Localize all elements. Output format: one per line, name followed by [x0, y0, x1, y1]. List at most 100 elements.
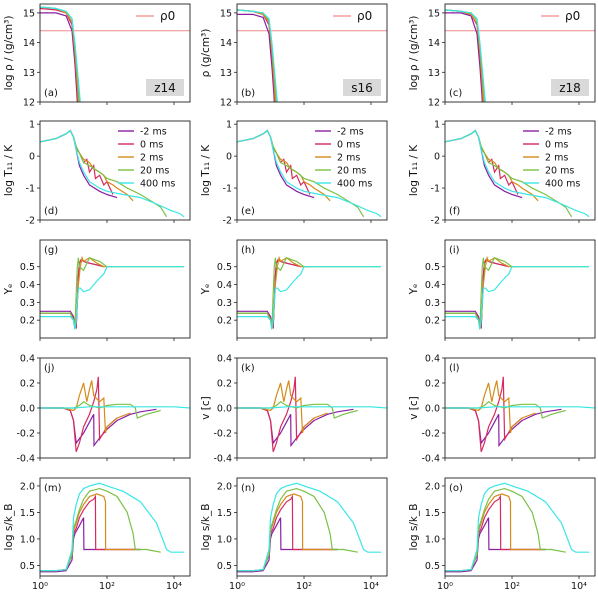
y-axis-label: log T₁₁ / K — [200, 144, 212, 196]
x-tick-label: 10⁰ — [437, 581, 453, 592]
y-tick-label: -2 — [223, 216, 232, 227]
series-line-2 — [237, 380, 328, 434]
model-badge-label: z18 — [559, 81, 581, 95]
y-tick-label: -0.2 — [421, 429, 440, 440]
y-tick-label: 0.4 — [217, 280, 232, 291]
y-tick-label: 1.5 — [20, 508, 35, 519]
y-tick-label: -2 — [431, 216, 440, 227]
y-tick-label: 14 — [428, 38, 440, 49]
series-group — [40, 255, 185, 330]
y-tick-label: 13 — [220, 68, 232, 79]
y-tick-label: 0.5 — [425, 561, 440, 572]
panel-letter: (n) — [241, 483, 255, 494]
panel-letter: (j) — [44, 363, 55, 374]
y-tick-label: 0.5 — [217, 561, 232, 572]
series-line-0 — [40, 129, 118, 199]
panel-density-z14: 12 13 14 15 log ρ / (g/cm³) (a) ρ0 z14 — [3, 3, 191, 109]
y-tick-label: 0 — [434, 152, 440, 163]
y-tick-label: 13 — [23, 68, 35, 79]
series-group — [237, 482, 382, 573]
series-line-0 — [237, 407, 354, 448]
series-line-4 — [445, 406, 595, 409]
series-line-3 — [40, 487, 161, 572]
series-line-4 — [237, 129, 382, 218]
series-line-0 — [40, 517, 141, 573]
panel-letter: (o) — [449, 483, 463, 494]
x-tick-label: 10⁴ — [363, 581, 379, 592]
legend-label: 20 ms — [140, 166, 169, 177]
series-line-3 — [237, 401, 358, 419]
series-line-3 — [237, 257, 382, 330]
legend-label: 0 ms — [140, 140, 163, 151]
series-line-4 — [237, 9, 278, 102]
series-group — [40, 482, 185, 573]
y-tick-label: 1 — [434, 120, 440, 131]
y-tick-label: 1 — [29, 120, 35, 131]
series-line-4 — [237, 266, 382, 330]
y-tick-label: 0.5 — [217, 262, 232, 273]
y-tick-label: 14 — [220, 38, 232, 49]
y-tick-label: 1 — [226, 120, 232, 131]
y-axis-label: log ρ / (g/cm³) — [408, 16, 420, 91]
axes-frame — [39, 239, 191, 339]
axes-frame — [236, 239, 388, 339]
legend-label: 20 ms — [545, 166, 574, 177]
model-badge — [551, 79, 589, 96]
y-tick-label: -0.4 — [421, 454, 440, 465]
y-tick-label: 0.2 — [20, 379, 35, 390]
panel-letter: (c) — [449, 88, 462, 99]
rho0-legend-label: ρ0 — [160, 9, 175, 23]
series-line-4 — [40, 482, 185, 572]
panel-temperature-z14: -2 -1 0 1 log T₁₁ / K (d) -2 ms 0 ms 2 ms 20 ms 40… — [3, 120, 191, 227]
series-line-1 — [445, 376, 523, 453]
y-tick-label: 0.4 — [425, 354, 440, 365]
y-axis-label: Yₑ — [200, 284, 212, 296]
y-tick-label: 1.0 — [217, 534, 232, 545]
panel-electron_fraction-s16: 0.2 0.3 0.4 0.5 Yₑ (h) — [200, 239, 388, 341]
model-badge-label: s16 — [351, 81, 373, 95]
x-tick-label: 10⁰ — [229, 581, 245, 592]
y-tick-label: 0.2 — [425, 316, 440, 327]
legend-label: -2 ms — [140, 127, 167, 138]
series-group — [445, 376, 595, 453]
series-line-2 — [445, 129, 539, 202]
panel-entropy-z18: 0.5 1.0 1.5 2.0 10⁰ 10² 10⁴ log s/k_B (o) — [408, 477, 596, 592]
y-tick-label: -2 — [26, 216, 35, 227]
series-line-4 — [237, 482, 382, 572]
panel-letter: (d) — [44, 206, 58, 217]
x-tick-label: 10⁰ — [32, 581, 48, 592]
panel-temperature-z18: -2 -1 0 1 log T₁₁ / K (f) -2 ms 0 ms 2 ms 20 ms 40… — [408, 120, 596, 227]
series-group — [40, 376, 190, 453]
y-tick-label: 0 — [29, 152, 35, 163]
y-axis-label: log s/k_B — [408, 504, 420, 551]
y-tick-label: 15 — [428, 8, 440, 19]
panel-letter: (k) — [241, 363, 255, 374]
y-tick-label: 1.0 — [425, 534, 440, 545]
axes-frame — [39, 120, 191, 221]
series-line-2 — [40, 380, 131, 434]
panel-entropy-z14: 0.5 1.0 1.5 2.0 10⁰ 10² 10⁴ log s/k_B (m) — [3, 477, 191, 592]
series-group — [237, 129, 382, 218]
panel-entropy-s16: 0.5 1.0 1.5 2.0 10⁰ 10² 10⁴ log s/k_B (n) — [200, 477, 388, 592]
y-tick-label: 0.5 — [20, 262, 35, 273]
y-tick-label: 0.3 — [20, 298, 35, 309]
series-line-1 — [40, 376, 118, 453]
legend-label: 2 ms — [337, 153, 360, 164]
y-tick-label: 0.4 — [425, 280, 440, 291]
series-group — [445, 129, 590, 218]
axes-frame — [444, 477, 596, 577]
rho0-legend-label: ρ0 — [357, 9, 372, 23]
y-axis-label: ρ (g/cm³) — [200, 29, 212, 78]
series-group — [40, 129, 185, 218]
y-tick-label: -0.2 — [16, 429, 35, 440]
series-line-4 — [237, 406, 387, 409]
y-axis-label: log ρ / (g/cm³) — [3, 16, 15, 91]
panel-letter: (g) — [44, 245, 58, 256]
legend-label: 0 ms — [337, 140, 360, 151]
panel-letter: (h) — [241, 245, 255, 256]
panel-letter: (i) — [449, 245, 460, 256]
y-tick-label: 0.4 — [217, 354, 232, 365]
y-axis-label: log s/k_B — [3, 504, 15, 551]
panel-density-z18: 12 13 14 15 log ρ / (g/cm³) (c) ρ0 z18 — [408, 3, 596, 109]
